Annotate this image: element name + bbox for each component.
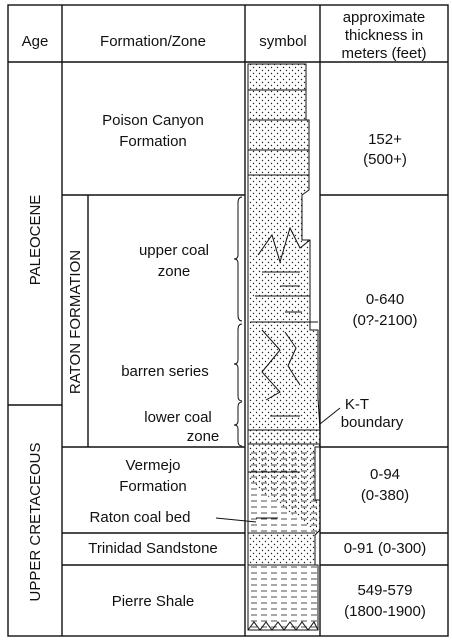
thickness: (1800-1900) bbox=[344, 603, 426, 620]
header-thickness: meters (feet) bbox=[341, 45, 426, 62]
boundary-label: boundary bbox=[341, 414, 404, 431]
thickness: 0-640 bbox=[366, 291, 404, 308]
formation-name: Formation bbox=[119, 478, 187, 495]
formation-name: Trinidad Sandstone bbox=[88, 540, 218, 557]
zone-name: upper coal bbox=[139, 242, 209, 259]
thickness: 0-94 bbox=[370, 466, 400, 483]
formation-name: Pierre Shale bbox=[112, 593, 195, 610]
boundary-label: K-T bbox=[345, 396, 369, 413]
formation-name: Formation bbox=[119, 133, 187, 150]
formation-name: Poison Canyon bbox=[102, 112, 204, 129]
zone-name: zone bbox=[158, 263, 191, 280]
thickness: 152+ bbox=[368, 131, 402, 148]
group-label: RATON FORMATION bbox=[67, 250, 84, 394]
zone-name: barren series bbox=[121, 363, 209, 380]
coal-bed-label: Raton coal bed bbox=[90, 509, 191, 526]
thickness: 549-579 bbox=[357, 582, 412, 599]
header-symbol: symbol bbox=[259, 33, 307, 50]
header-thickness: thickness in bbox=[345, 27, 423, 44]
thickness: (0?-2100) bbox=[352, 312, 417, 329]
brace bbox=[234, 324, 242, 401]
formation-name: Vermejo bbox=[125, 457, 180, 474]
header-age: Age bbox=[22, 33, 49, 50]
thickness: 0-91 (0-300) bbox=[344, 540, 427, 557]
header-thickness: approximate bbox=[343, 9, 426, 26]
lithology-symbol bbox=[246, 64, 322, 631]
header-formation: Formation/Zone bbox=[100, 33, 206, 50]
age-label: UPPER CRETACEOUS bbox=[27, 443, 44, 602]
brace bbox=[234, 197, 242, 321]
zone-name: lower coal bbox=[144, 409, 212, 426]
brace bbox=[234, 402, 242, 446]
boundary-leader bbox=[320, 408, 340, 424]
age-label: PALEOCENE bbox=[27, 195, 44, 286]
thickness: (500+) bbox=[363, 151, 407, 168]
thickness: (0-380) bbox=[361, 487, 409, 504]
stratigraphic-column: Age Formation/Zone symbol approximate th… bbox=[0, 0, 452, 641]
zone-name: zone bbox=[187, 428, 220, 445]
